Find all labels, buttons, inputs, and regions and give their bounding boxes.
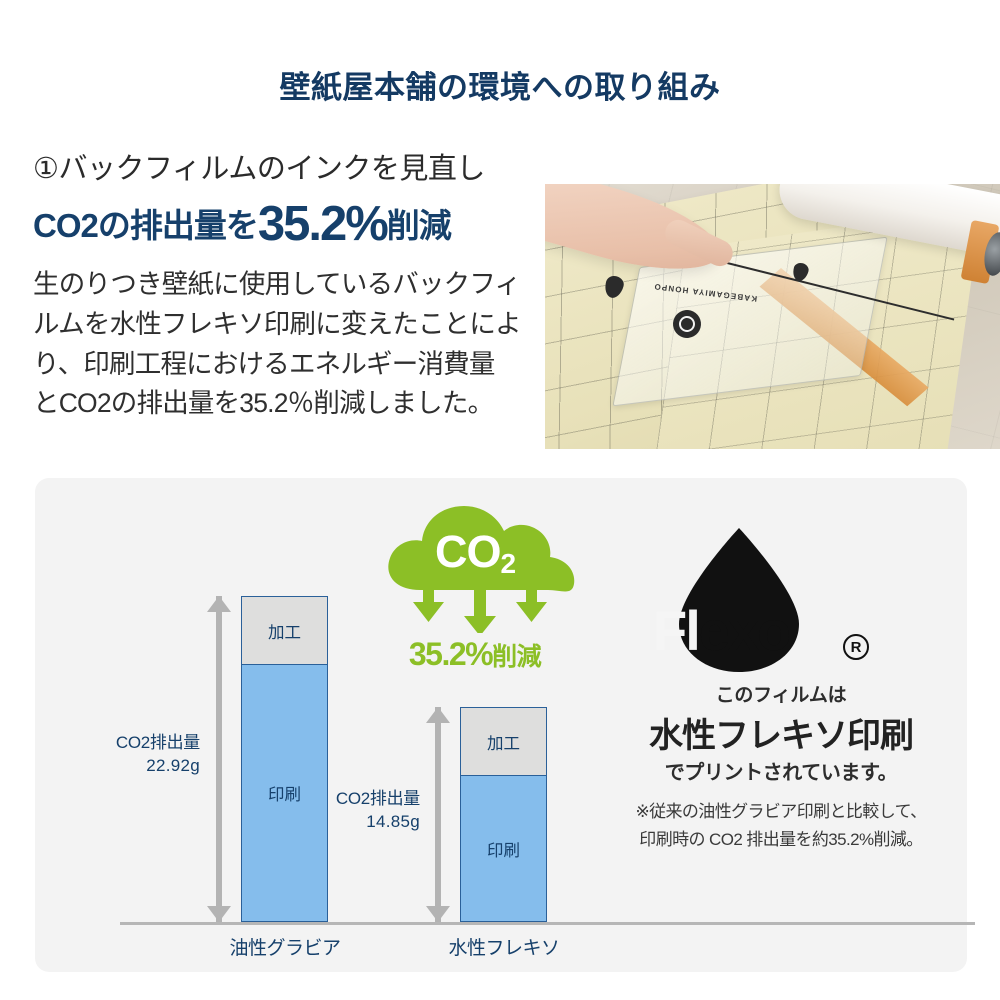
co2-cloud-icon: CO2 bbox=[380, 498, 590, 636]
arrow-head-down-icon bbox=[426, 906, 450, 922]
co2-reduction-value: 35.2% bbox=[408, 636, 494, 672]
droplet-svg bbox=[679, 528, 799, 672]
flexo-droplet-logo bbox=[639, 520, 929, 680]
intro-lead: ①バックフィルムのインクを見直し bbox=[33, 153, 485, 185]
intro-body: 生のりつき壁紙に使用しているバックフィ ルムを水性フレキソ印刷に変えたことによ … bbox=[33, 265, 533, 424]
measure-value: 22.92g bbox=[146, 755, 200, 775]
cloud-arrows-icon bbox=[413, 586, 547, 636]
arrow-shaft bbox=[216, 596, 222, 922]
measure-label-water-flexo: CO2排出量 14.85g bbox=[290, 788, 420, 834]
intro-body-line: とCO2の排出量を35.2％削減しました。 bbox=[33, 388, 494, 419]
co2-reduction-text: 35.2%削減 bbox=[375, 636, 575, 673]
co2-reduction-badge: CO2 35.2%削減 bbox=[380, 498, 590, 698]
arrow-shaft bbox=[435, 707, 441, 922]
measure-value: 14.85g bbox=[366, 811, 420, 831]
flexo-wordmark-inside: Fl bbox=[653, 599, 701, 662]
flexo-note-line: ※従来の油性グラビア印刷と比較して、 bbox=[635, 802, 927, 821]
intro-headline: CO2の排出量を35.2%削減 bbox=[33, 196, 533, 254]
bar-segment-printing: 印刷 bbox=[461, 776, 546, 921]
measure-caption: CO2排出量 bbox=[115, 733, 200, 752]
flexo-note: ※従来の油性グラビア印刷と比較して、 印刷時の CO2 排出量を約35.2%削減… bbox=[595, 798, 967, 854]
registered-trademark-icon: R bbox=[843, 634, 869, 660]
flexo-sub-text: でプリントされています。 bbox=[664, 762, 898, 784]
flexo-wordmark-outside: exo bbox=[698, 599, 791, 662]
flexo-note-line: 印刷時の CO2 排出量を約35.2%削減。 bbox=[639, 830, 923, 850]
axis-label-oil-gravure: 油性グラビア bbox=[229, 938, 341, 959]
headline-suffix: 削減 bbox=[386, 207, 452, 245]
page-title: 壁紙屋本舗の環境への取り組み bbox=[279, 70, 721, 105]
co2-cloud-label: CO2 bbox=[380, 526, 570, 580]
bar-oil-gravure: 加工 印刷 bbox=[241, 596, 328, 922]
intro-body-line: り、印刷工程におけるエネルギー消費量 bbox=[33, 348, 495, 379]
product-photo: KABEGAMIYA HONPO bbox=[545, 184, 1000, 449]
arrow-head-down-icon bbox=[207, 906, 231, 922]
co2-bar-chart: 加工 印刷 CO2排出量 22.92g 油性グラビア 加工 印刷 bbox=[35, 478, 975, 972]
intro-block: ①バックフィルムのインクを見直し CO2の排出量を35.2%削減 生のりつき壁紙… bbox=[33, 152, 533, 424]
co2-label-main: CO bbox=[434, 526, 501, 577]
measure-caption: CO2排出量 bbox=[335, 789, 420, 808]
measure-arrow-water-flexo bbox=[426, 707, 450, 922]
bar-segment-processing: 加工 bbox=[242, 597, 327, 665]
arrow-head-up-icon bbox=[426, 707, 450, 723]
headline-number: 35.2% bbox=[257, 197, 389, 252]
flexo-caption: このフィルムは bbox=[715, 685, 847, 706]
flexo-wordmark: Flexo bbox=[653, 598, 791, 663]
headline-prefix: CO2の排出量を bbox=[33, 207, 259, 245]
measure-arrow-oil-gravure bbox=[207, 596, 231, 922]
cloud-svg bbox=[388, 506, 575, 636]
axis-label-water-flexo: 水性フレキソ bbox=[448, 938, 560, 959]
intro-body-line: ルムを水性フレキソ印刷に変えたことによ bbox=[33, 308, 522, 339]
flexo-block: Flexo R このフィルムは 水性フレキソ印刷 でプリントされています。 ※従… bbox=[595, 510, 967, 950]
measure-label-oil-gravure: CO2排出量 22.92g bbox=[70, 732, 200, 778]
co2-label-subscript: 2 bbox=[500, 548, 516, 579]
bar-water-flexo: 加工 印刷 bbox=[460, 707, 547, 922]
co2-reduction-label: 削減 bbox=[492, 643, 542, 671]
bar-segment-processing: 加工 bbox=[461, 708, 546, 776]
chart-baseline bbox=[120, 922, 975, 925]
intro-body-line: 生のりつき壁紙に使用しているバックフィ bbox=[33, 269, 521, 300]
flexo-main-text: 水性フレキソ印刷 bbox=[649, 717, 914, 755]
bar-segment-printing: 印刷 bbox=[242, 665, 327, 921]
arrow-head-up-icon bbox=[207, 596, 231, 612]
info-panel: 加工 印刷 CO2排出量 22.92g 油性グラビア 加工 印刷 bbox=[35, 478, 975, 972]
